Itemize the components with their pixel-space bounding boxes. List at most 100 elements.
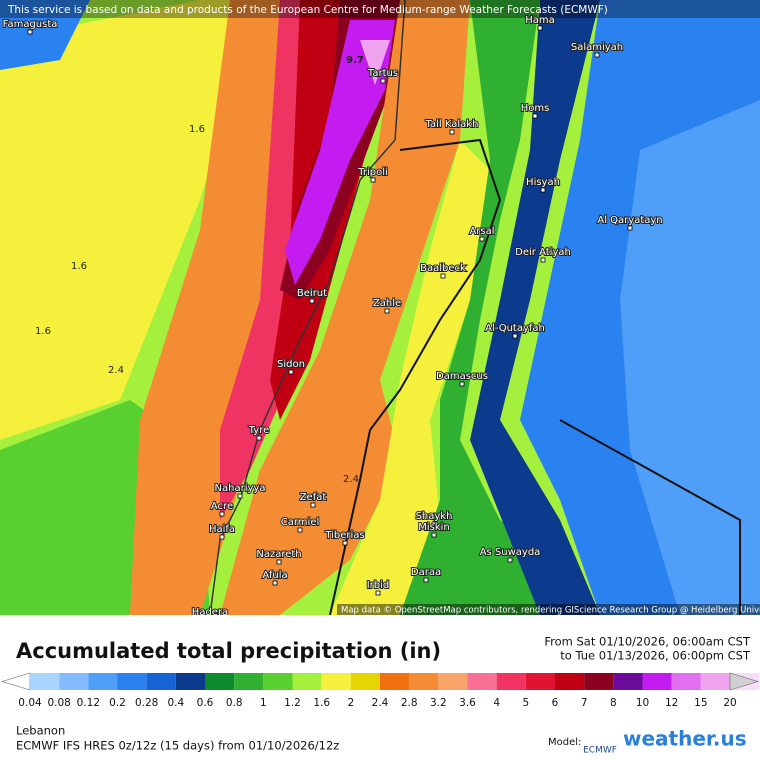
city-label: Hadera	[192, 607, 228, 615]
city-marker	[507, 557, 513, 563]
city-label: Famagusta	[3, 19, 58, 30]
city-marker	[288, 369, 294, 375]
city-marker	[27, 29, 33, 35]
model-run: ECMWF IFS HRES 0z/12z (15 days) from 01/…	[16, 739, 339, 753]
city-label: Sidon	[277, 359, 305, 370]
zone-green-east	[400, 0, 560, 615]
city-label: Tyre	[248, 425, 270, 436]
city-label: Zahle	[373, 298, 401, 309]
city-label: Carmiel	[281, 517, 320, 528]
zone-orange-east	[220, 0, 470, 615]
legend-label: 0.2	[109, 697, 126, 709]
value-label: 1.6	[71, 261, 87, 272]
city-label: Tartus	[367, 68, 398, 79]
city-label: Haifa	[209, 524, 235, 535]
legend-label: 3.6	[459, 697, 476, 709]
legend-label: 0.04	[18, 697, 42, 709]
city-label: Zefat	[300, 492, 327, 503]
legend-label: 3.2	[430, 697, 447, 709]
city-marker	[423, 577, 429, 583]
city-label: Baalbeck	[420, 263, 466, 274]
city-marker	[370, 177, 376, 183]
city-label: Tall Kalakh	[425, 119, 479, 130]
legend-swatch	[729, 672, 760, 691]
legend-swatch	[555, 673, 585, 690]
city-marker	[479, 236, 485, 242]
legend-label: 0.12	[77, 697, 100, 709]
city-marker	[237, 493, 243, 499]
legend-label: 0.08	[47, 697, 70, 709]
legend-swatch	[175, 673, 205, 690]
legend-swatch	[321, 673, 351, 690]
city-marker	[384, 308, 390, 314]
city-label: Hama	[525, 15, 555, 26]
legend-label: 7	[581, 697, 588, 709]
city-label: Nahariyya	[215, 483, 266, 494]
city-label: As Suwayda	[480, 547, 541, 558]
city-marker	[342, 540, 348, 546]
city-marker	[532, 113, 538, 119]
border	[329, 138, 502, 615]
legend-swatch	[350, 673, 380, 690]
value-label: 1.6	[189, 124, 205, 135]
city-marker	[627, 225, 633, 231]
legend-label: 0.8	[226, 697, 243, 709]
legend-swatch	[30, 673, 60, 690]
city-label: Homs	[521, 103, 550, 114]
legend-swatch	[438, 673, 468, 690]
city-marker	[310, 502, 316, 508]
legend-label: 0.28	[135, 697, 158, 709]
legend-swatch	[263, 673, 293, 690]
value-label: 9.7	[346, 55, 364, 66]
legend-swatch	[117, 673, 147, 690]
city-marker	[297, 527, 303, 533]
city-marker	[256, 435, 262, 441]
legend-label: 1	[260, 697, 267, 709]
legend-swatch	[613, 673, 643, 690]
legend-label: 0.6	[197, 697, 214, 709]
legend-label: 1.6	[313, 697, 330, 709]
legend-swatch	[525, 673, 555, 690]
city-label: Daraa	[411, 567, 441, 578]
legend-swatch	[642, 673, 672, 690]
zone-lilac	[360, 40, 390, 85]
brand: weather.us	[623, 727, 747, 751]
zone-yellow	[0, 0, 260, 440]
notice-band	[0, 0, 760, 18]
legend-label: 4	[493, 697, 500, 709]
notice: This service is based on data and produc…	[7, 4, 608, 16]
attribution-band	[337, 604, 760, 615]
legend-swatch	[0, 672, 31, 691]
legend-swatch	[146, 673, 176, 690]
footer: Accumulated total precipitation (in) Fro…	[0, 635, 760, 756]
city-label: Shaykh	[416, 511, 453, 522]
city-marker	[380, 78, 386, 84]
city-label: Salamiyah	[571, 42, 623, 53]
zone-cyprus	[0, 0, 90, 70]
value-label: 1.6	[35, 326, 51, 337]
legend-label: 6	[552, 697, 559, 709]
zone-navy	[470, 0, 600, 615]
zone-yellow-east	[330, 140, 500, 615]
border	[559, 419, 741, 615]
city-label: Tiberias	[324, 530, 364, 541]
city-marker	[272, 580, 278, 586]
zone-lightblue	[620, 100, 760, 615]
city-marker	[512, 333, 518, 339]
legend-label: 2.8	[401, 697, 418, 709]
legend-swatch	[671, 673, 701, 690]
title: Accumulated total precipitation (in)	[16, 639, 441, 663]
value-label: 2.4	[343, 474, 359, 485]
legend-swatch	[292, 673, 322, 690]
model-label: Model:	[548, 737, 581, 748]
coastline	[209, 0, 406, 615]
legend-swatch	[584, 673, 614, 690]
legend-label: 1.2	[284, 697, 301, 709]
legend-label: 10	[636, 697, 649, 709]
legend-swatch	[380, 673, 410, 690]
legend-label: 8	[610, 697, 617, 709]
legend-label: 12	[665, 697, 678, 709]
legend-swatch	[205, 673, 235, 690]
city-marker	[219, 511, 225, 517]
